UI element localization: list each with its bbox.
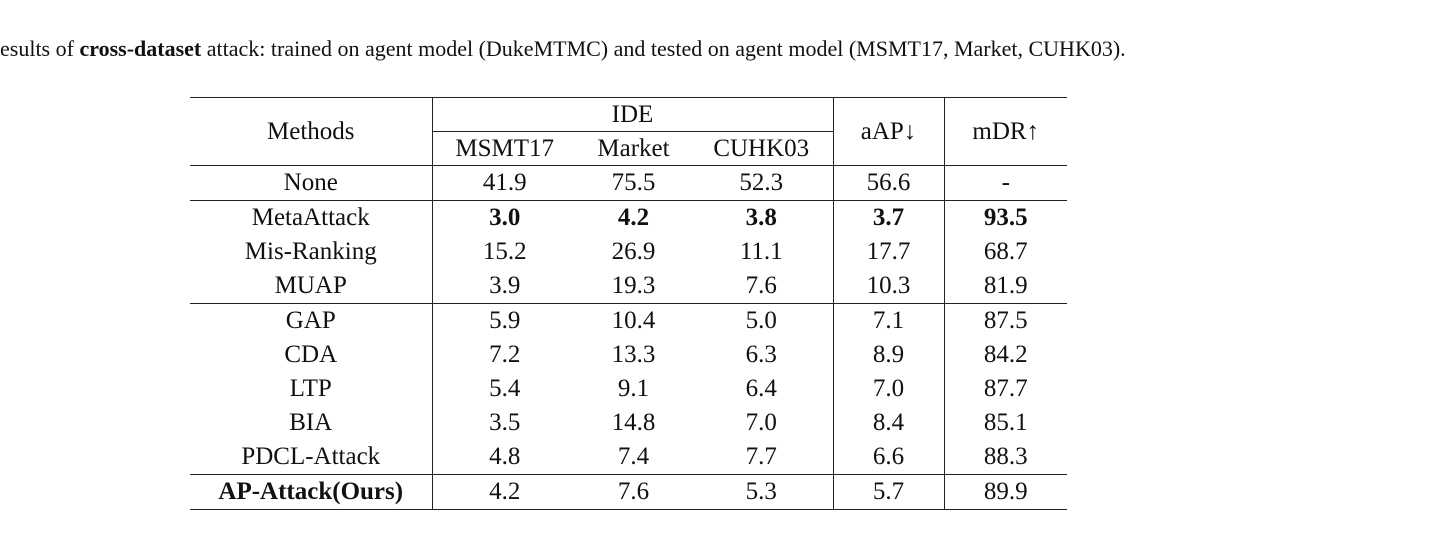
cell-cuhk03: 3.8 bbox=[690, 200, 834, 235]
method-name: AP-Attack(Ours) bbox=[190, 474, 433, 510]
cell-aap: 5.7 bbox=[833, 474, 945, 510]
cell-cuhk03: 7.7 bbox=[690, 440, 834, 475]
table-row-metaattack: MetaAttack 3.0 4.2 3.8 3.7 93.5 bbox=[190, 200, 1067, 235]
header-mdr: mDR↑ bbox=[944, 97, 1067, 166]
cell-aap: 8.9 bbox=[833, 338, 945, 372]
cell-msmt17: 4.8 bbox=[432, 440, 577, 475]
cell-cuhk03: 5.3 bbox=[690, 474, 834, 510]
table-row-ap-attack-ours: AP-Attack(Ours) 4.2 7.6 5.3 5.7 89.9 bbox=[190, 474, 1067, 510]
header-cuhk03: CUHK03 bbox=[690, 131, 834, 166]
cell-aap: 3.7 bbox=[833, 200, 945, 235]
table-row-bia: BIA 3.5 14.8 7.0 8.4 85.1 bbox=[190, 406, 1067, 440]
cell-msmt17: 3.0 bbox=[489, 204, 521, 231]
caption-suffix: attack: trained on agent model (DukeMTMC… bbox=[201, 36, 1126, 61]
table-row-misranking: Mis-Ranking 15.2 26.9 11.1 17.7 68.7 bbox=[190, 235, 1067, 269]
cell-mdr: 81.9 bbox=[944, 269, 1067, 304]
cell-mdr: 84.2 bbox=[983, 341, 1028, 368]
header-aap: aAP↓ bbox=[833, 97, 945, 166]
cell-mdr: 88.3 bbox=[944, 440, 1067, 475]
cell-msmt17: 4.2 bbox=[432, 474, 577, 510]
table-row-muap: MUAP 3.9 19.3 7.6 10.3 81.9 bbox=[190, 269, 1067, 304]
table-row-ltp: LTP 5.4 9.1 6.4 7.0 87.7 bbox=[190, 372, 1067, 406]
method-name: GAP bbox=[190, 303, 433, 338]
cell-msmt17: 3.5 bbox=[489, 409, 521, 436]
cell-msmt17: 3.9 bbox=[432, 269, 577, 304]
cell-market: 4.2 bbox=[617, 204, 650, 231]
method-name: PDCL-Attack bbox=[190, 440, 433, 475]
cell-msmt17: 5.4 bbox=[489, 375, 521, 402]
cell-msmt17: 7.2 bbox=[489, 341, 521, 368]
method-name: MUAP bbox=[190, 269, 433, 304]
cell-cuhk03: 52.3 bbox=[690, 165, 834, 201]
cell-aap: 8.4 bbox=[833, 406, 945, 440]
cell-cuhk03: 7.6 bbox=[690, 269, 834, 304]
cell-market: 13.3 bbox=[611, 341, 656, 368]
caption-bold-term: cross-dataset bbox=[79, 36, 202, 61]
cell-market: 7.6 bbox=[577, 474, 690, 510]
cell-aap: 7.0 bbox=[833, 372, 945, 406]
cell-aap: 10.3 bbox=[833, 269, 945, 304]
header-methods: Methods bbox=[190, 97, 433, 166]
method-name: CDA bbox=[190, 338, 433, 372]
cell-aap: 6.6 bbox=[833, 440, 945, 475]
method-name: None bbox=[190, 165, 433, 201]
cell-msmt17: 41.9 bbox=[432, 165, 577, 201]
table-caption: esults of cross-dataset attack: trained … bbox=[0, 35, 1431, 63]
header-market: Market bbox=[577, 131, 690, 166]
cell-aap: 17.7 bbox=[833, 235, 945, 269]
caption-prefix: esults of bbox=[0, 36, 80, 61]
cell-market: 14.8 bbox=[611, 409, 656, 436]
cell-mdr: 93.5 bbox=[983, 204, 1028, 231]
cell-cuhk03: 11.1 bbox=[690, 235, 834, 269]
cell-cuhk03: 6.3 bbox=[690, 338, 834, 372]
header-msmt17: MSMT17 bbox=[432, 131, 577, 166]
cell-cuhk03: 7.0 bbox=[690, 406, 834, 440]
cell-mdr: 89.9 bbox=[944, 474, 1067, 510]
method-name: Mis-Ranking bbox=[190, 235, 433, 269]
header-ide-group: IDE bbox=[432, 97, 834, 132]
cell-market: 75.5 bbox=[577, 165, 690, 201]
table-row-cda: CDA 7.2 13.3 6.3 8.9 84.2 bbox=[190, 338, 1067, 372]
cell-mdr: 85.1 bbox=[983, 409, 1028, 436]
cell-mdr: 68.7 bbox=[983, 238, 1028, 265]
cell-cuhk03: 6.4 bbox=[690, 372, 834, 406]
cell-mdr: 87.7 bbox=[983, 375, 1028, 402]
cell-market: 26.9 bbox=[611, 238, 656, 265]
method-name: LTP bbox=[190, 372, 433, 406]
cell-market: 9.1 bbox=[617, 375, 650, 402]
cell-msmt17: 5.9 bbox=[489, 307, 521, 334]
method-name: BIA bbox=[190, 406, 433, 440]
cell-cuhk03: 5.0 bbox=[690, 303, 834, 338]
cell-mdr: - bbox=[944, 165, 1067, 201]
cell-msmt17: 15.2 bbox=[482, 238, 527, 265]
table-row-none: None 41.9 75.5 52.3 56.6 - bbox=[190, 165, 1067, 201]
cell-market: 19.3 bbox=[577, 269, 690, 304]
cell-mdr: 87.5 bbox=[983, 307, 1028, 334]
table-row-pdcl-attack: PDCL-Attack 4.8 7.4 7.7 6.6 88.3 bbox=[190, 440, 1067, 475]
cell-aap: 7.1 bbox=[833, 303, 945, 338]
cell-market: 7.4 bbox=[577, 440, 690, 475]
cell-market: 10.4 bbox=[611, 307, 656, 334]
table-row-gap: GAP 5.9 10.4 5.0 7.1 87.5 bbox=[190, 303, 1067, 338]
method-name: MetaAttack bbox=[190, 200, 433, 235]
results-table: Methods IDE aAP↓ mDR↑ MSMT17 Market CUHK… bbox=[190, 97, 1067, 510]
cell-aap: 56.6 bbox=[833, 165, 945, 201]
